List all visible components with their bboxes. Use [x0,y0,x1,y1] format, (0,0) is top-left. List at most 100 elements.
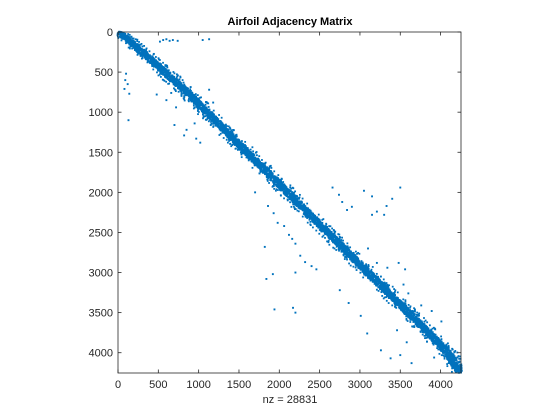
band-mark [453,369,457,372]
band-halo-mark [152,68,155,71]
band-halo-mark [266,180,269,182]
band-halo-mark [205,106,208,109]
off-band-mark [294,271,297,274]
band-halo-mark [152,59,155,61]
band-mark [145,53,148,56]
off-band-mark [338,289,341,292]
band-halo-mark [218,134,221,136]
band-halo-mark [337,233,340,236]
band-halo-mark [368,277,371,280]
band-halo-mark [129,41,132,44]
band-mark [194,97,197,100]
band-mark [303,207,306,211]
band-halo-mark [425,332,428,335]
x-tick-label: 500 [149,379,167,391]
band-halo-mark [353,261,356,264]
band-mark [137,43,140,46]
band-halo-mark [345,256,348,259]
band-halo-mark [233,139,236,142]
band-halo-mark [381,295,384,297]
band-halo-mark [309,220,312,223]
x-tick-label: 1500 [227,379,251,391]
band-halo-mark [409,305,412,308]
off-band-mark [375,261,378,264]
band-halo-mark [359,262,361,265]
band-halo-mark [206,118,209,120]
band-halo-mark [280,182,283,185]
band-halo-mark [423,320,426,323]
band-mark [221,125,224,129]
band-halo-mark [440,350,443,352]
band-halo-mark [288,192,290,195]
band-halo-mark [226,141,229,144]
band-halo-mark [293,207,296,209]
band-halo-mark [159,70,162,73]
off-band-mark [170,91,173,94]
band-halo-mark [327,227,330,230]
band-halo-mark [269,175,271,178]
band-halo-mark [370,268,373,271]
y-tick-label: 1000 [89,107,113,119]
band-halo-mark [261,159,263,161]
band-halo-mark [274,189,277,192]
band-halo-mark [240,153,243,156]
band-halo-mark [249,156,251,159]
band-halo-mark [342,254,345,257]
band-halo-mark [337,248,340,251]
off-band-mark [434,327,436,330]
band-halo-mark [270,173,273,176]
band-halo-mark [446,363,449,365]
band-mark [326,230,329,233]
band-halo-mark [377,290,380,292]
band-halo-mark [247,157,250,160]
band-halo-mark [273,183,275,186]
band-halo-mark [258,172,261,175]
band-halo-mark [213,122,216,124]
band-mark [457,361,460,364]
band-halo-mark [286,198,289,201]
band-halo-mark [362,271,365,274]
band-halo-mark [341,236,343,239]
band-halo-mark [289,201,291,204]
band-halo-mark [135,50,138,53]
band-mark [365,274,368,277]
band-halo-mark [233,129,235,132]
band-mark [205,111,208,115]
band-halo-mark [344,256,346,258]
band-halo-mark [264,161,267,164]
band-halo-mark [383,281,386,284]
band-halo-mark [386,283,389,286]
band-halo-mark [166,66,169,69]
band-halo-mark [306,211,308,214]
band-halo-mark [217,124,220,127]
off-band-mark [350,205,353,208]
band-mark [416,321,419,324]
band-halo-mark [192,104,195,107]
band-halo-mark [174,85,177,87]
band-halo-mark [185,87,187,90]
band-mark [292,198,295,201]
band-halo-mark [322,234,325,237]
band-mark [187,91,190,94]
band-mark [133,43,136,46]
band-halo-mark [212,121,214,123]
band-mark [163,71,166,74]
band-halo-mark [440,335,443,338]
band-halo-mark [272,180,275,183]
off-band-mark [402,283,405,286]
band-mark [151,63,154,66]
band-halo-mark [210,122,213,125]
band-halo-mark [455,369,458,371]
off-band-mark [212,101,215,104]
band-halo-mark [307,215,310,218]
band-halo-mark [165,80,168,83]
band-halo-mark [202,116,205,119]
band-mark [400,306,403,309]
band-halo-mark [203,107,205,110]
band-halo-mark [160,63,162,65]
off-band-mark [338,193,340,196]
band-mark [422,329,425,332]
band-mark [211,112,214,115]
band-halo-mark [396,298,399,301]
band-halo-mark [251,160,254,163]
